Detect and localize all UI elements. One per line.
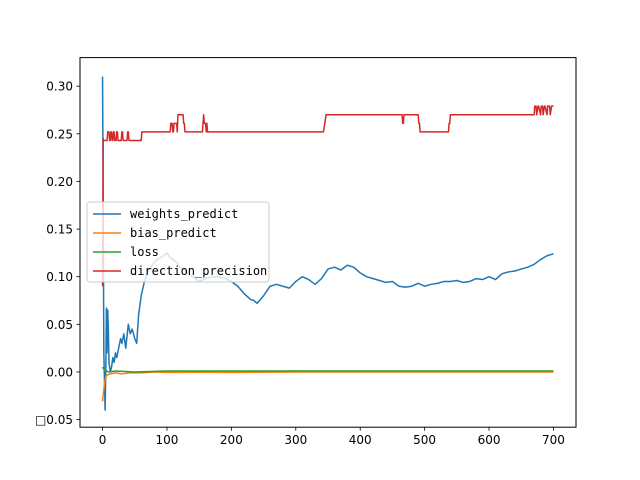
x-axis: 0 100 200 300 400 500 600 700 [99, 427, 565, 447]
x-tick-label: 0 [99, 433, 107, 447]
x-tick-label: 100 [156, 433, 179, 447]
series-line-direction-precision [101, 105, 554, 287]
legend-label: direction_precision [130, 264, 267, 278]
x-tick-label: 300 [284, 433, 307, 447]
series-line-weights-predict [101, 76, 554, 411]
legend-box [86, 201, 270, 283]
y-tick-label: 0.05 [46, 318, 73, 332]
x-tick-label: 200 [220, 433, 243, 447]
axes-frame [79, 57, 577, 428]
x-tick-label: 600 [478, 433, 501, 447]
legend-label: loss [130, 245, 159, 259]
y-tick-label: 0.25 [46, 127, 73, 141]
series-line-bias-predict [101, 371, 554, 402]
y-tick-label: 0.00 [46, 365, 73, 379]
y-tick-label: 0.15 [46, 223, 73, 237]
y-tick-label: □0.05 [35, 413, 73, 427]
y-tick-label: 0.30 [46, 80, 73, 94]
y-axis: □0.05 0.00 0.05 0.10 0.15 0.20 0.25 0.30 [35, 80, 80, 427]
y-tick-label: 0.20 [46, 175, 73, 189]
series-line-loss [101, 366, 554, 373]
series-layer [101, 76, 554, 411]
x-tick-label: 500 [413, 433, 436, 447]
x-tick-label: 700 [542, 433, 565, 447]
legend-label: weights_predict [130, 207, 238, 221]
legend-label: bias_predict [130, 226, 217, 240]
y-tick-label: 0.10 [46, 270, 73, 284]
x-tick-label: 400 [349, 433, 372, 447]
